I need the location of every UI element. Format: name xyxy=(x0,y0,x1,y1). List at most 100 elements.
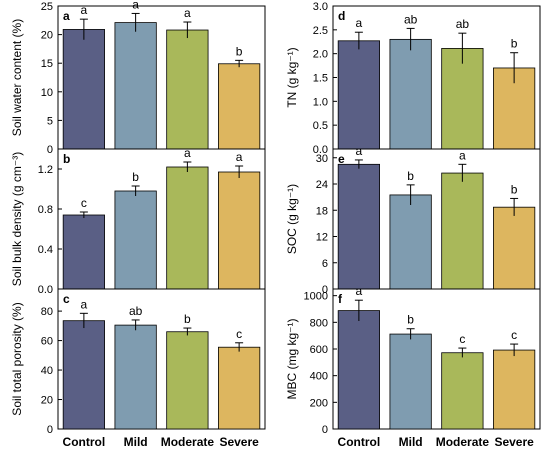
y-tick-label: 24 xyxy=(316,179,328,191)
significance-letter: c xyxy=(236,327,242,341)
y-tick-label: 20 xyxy=(41,395,53,407)
x-category-label: Control xyxy=(63,435,106,449)
panel-frame xyxy=(332,288,541,430)
bar-control xyxy=(337,310,380,430)
y-tick-label: 15 xyxy=(41,58,53,70)
bar-control xyxy=(337,40,380,150)
y-tick-label: 400 xyxy=(310,371,328,383)
y-tick-label: 3.0 xyxy=(313,1,328,13)
significance-letter: c xyxy=(81,196,87,210)
bar-mild xyxy=(389,333,432,430)
y-tick-label: 6 xyxy=(322,258,328,270)
significance-letter: b xyxy=(184,312,191,326)
x-category-label: Mild xyxy=(399,435,423,449)
y-tick-label: 40 xyxy=(41,365,53,377)
significance-letter: a xyxy=(356,284,363,298)
y-tick-label: 200 xyxy=(310,397,328,409)
y-tick-label: 80 xyxy=(41,306,53,318)
bar-mild xyxy=(114,324,157,430)
panel-e: e 0 6 12 18 24 30 SOC (g kg⁻¹) a b a b xyxy=(285,144,541,296)
panel-label: c xyxy=(63,292,70,306)
y-tick-label: 12 xyxy=(316,232,328,244)
y-tick-label: 30 xyxy=(316,153,328,165)
panel-label: f xyxy=(338,292,343,306)
y-tick-label: 10 xyxy=(41,87,53,99)
significance-letter: ab xyxy=(456,17,470,31)
panel-label: d xyxy=(338,9,345,23)
significance-letter: a xyxy=(81,297,88,311)
y-tick-label: 0.0 xyxy=(313,144,328,156)
y-tick-label: 0 xyxy=(47,424,53,436)
x-category-label: Mild xyxy=(124,435,148,449)
y-tick-label: 1000 xyxy=(304,291,328,303)
y-axis-label: TN (g kg⁻¹) xyxy=(285,47,299,107)
y-tick-label: 60 xyxy=(41,336,53,348)
panel-label: a xyxy=(63,9,70,23)
y-axis-label: Soil water content (%) xyxy=(10,19,24,136)
y-tick-label: 0.8 xyxy=(38,204,53,216)
panel-label: e xyxy=(338,152,345,166)
bar-control xyxy=(337,163,380,290)
y-tick-label: 0 xyxy=(47,144,53,156)
bar-moderate xyxy=(166,29,209,150)
bar-severe xyxy=(493,349,536,430)
y-axis-label: MBC (mg kg⁻¹) xyxy=(285,318,299,399)
y-tick-label: 0 xyxy=(322,284,328,296)
bar-control xyxy=(62,214,105,290)
y-axis-label: SOC (g kg⁻¹) xyxy=(285,184,299,254)
bar-severe xyxy=(218,63,261,150)
significance-letter: b xyxy=(407,313,414,327)
x-category-label: Severe xyxy=(494,435,534,449)
significance-letter: ab xyxy=(404,12,418,26)
bar-severe xyxy=(218,346,261,430)
y-tick-label: 0 xyxy=(322,424,328,436)
bar-mild xyxy=(389,194,432,290)
y-tick-label: 1.0 xyxy=(313,96,328,108)
significance-letter: b xyxy=(407,169,414,183)
bar-mild xyxy=(114,22,157,150)
y-tick-label: 20 xyxy=(41,30,53,42)
panel-c: c 0 20 40 60 80 Soil total porosity (%) a ab b c Co… xyxy=(10,288,266,449)
panel-d: d 0.0 0.5 1.0 1.5 2.0 2.5 3.0 TN (g kg⁻¹) a ab ab b xyxy=(285,1,541,156)
significance-letter: a xyxy=(459,148,466,162)
y-tick-label: 1.2 xyxy=(38,164,53,176)
bar-severe xyxy=(218,171,261,290)
significance-letter: b xyxy=(132,170,139,184)
significance-letter: b xyxy=(511,37,518,51)
y-tick-label: 25 xyxy=(41,1,53,13)
significance-letter: a xyxy=(184,6,191,20)
y-tick-label: 5 xyxy=(47,115,53,127)
y-axis-label: Soil bulk density (g cm⁻³) xyxy=(10,152,24,286)
bar-control xyxy=(62,29,105,150)
significance-letter: c xyxy=(459,332,465,346)
y-tick-label: 0.0 xyxy=(38,284,53,296)
bar-severe xyxy=(493,206,536,290)
y-tick-label: 2.5 xyxy=(313,25,328,37)
bar-moderate xyxy=(166,331,209,430)
x-category-label: Severe xyxy=(219,435,259,449)
significance-letter: a xyxy=(81,3,88,17)
y-tick-label: 800 xyxy=(310,317,328,329)
significance-letter: a xyxy=(236,150,243,164)
significance-letter: ab xyxy=(129,304,143,318)
y-tick-label: 2.0 xyxy=(313,49,328,61)
y-axis-label: Soil total porosity (%) xyxy=(10,302,24,415)
panel-frame xyxy=(57,288,266,430)
significance-letter: a xyxy=(356,16,363,30)
bar-control xyxy=(62,320,105,430)
significance-letter: b xyxy=(511,182,518,196)
x-category-label: Moderate xyxy=(161,435,215,449)
y-tick-label: 18 xyxy=(316,205,328,217)
significance-letter: a xyxy=(356,144,363,158)
x-category-label: Control xyxy=(338,435,381,449)
significance-letter: c xyxy=(511,328,517,342)
y-tick-label: 0.5 xyxy=(313,120,328,132)
bar-moderate xyxy=(166,166,209,290)
panel-b: b 0.0 0.4 0.8 1.2 Soil bulk density (g cm⁻³) c… xyxy=(10,146,266,296)
y-tick-label: 600 xyxy=(310,344,328,356)
x-category-label: Moderate xyxy=(436,435,490,449)
significance-letter: a xyxy=(184,146,191,160)
